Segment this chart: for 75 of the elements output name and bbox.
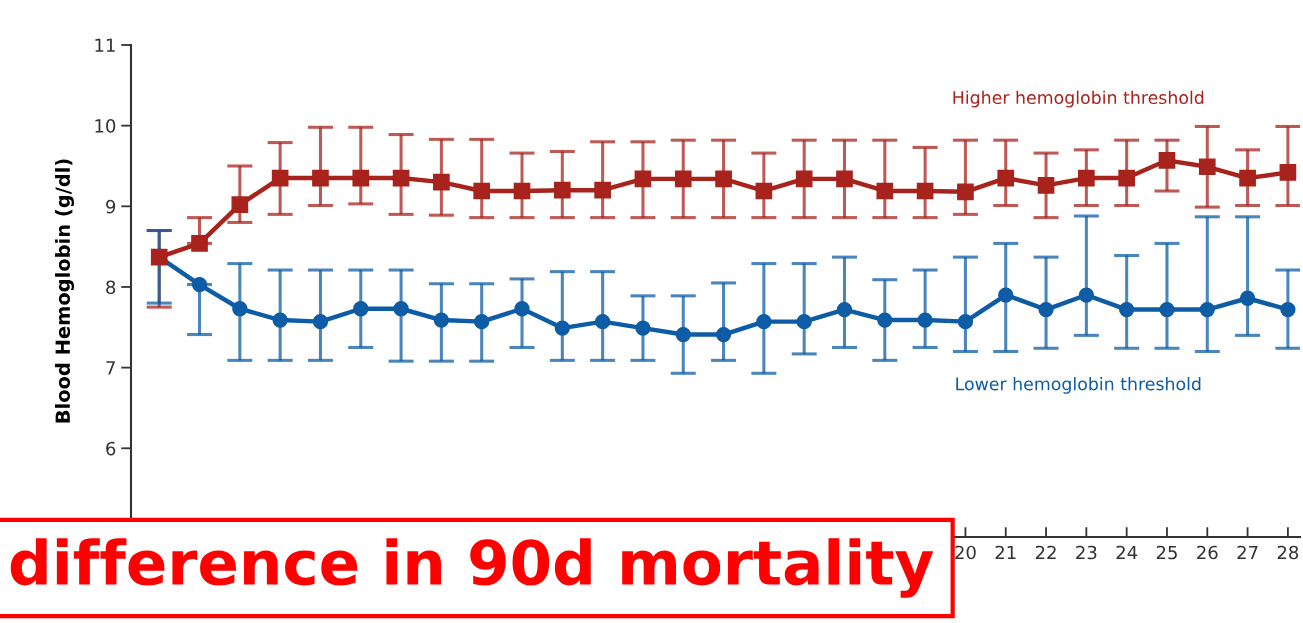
y-tick-label: 6 bbox=[106, 441, 116, 456]
point bbox=[715, 170, 732, 188]
text: Lower hemoglobin threshold bbox=[956, 376, 1201, 394]
point bbox=[393, 301, 409, 317]
point bbox=[594, 314, 611, 330]
point bbox=[1037, 177, 1055, 194]
point bbox=[554, 320, 570, 336]
point bbox=[634, 170, 652, 188]
point bbox=[1198, 158, 1216, 176]
point bbox=[674, 170, 692, 188]
y-tick-label: 7 bbox=[106, 361, 115, 375]
point bbox=[1118, 169, 1135, 187]
point bbox=[392, 169, 410, 187]
point bbox=[191, 235, 208, 252]
point bbox=[1078, 287, 1094, 303]
point bbox=[191, 276, 208, 293]
point bbox=[635, 320, 651, 336]
point bbox=[312, 169, 329, 187]
point bbox=[433, 312, 450, 328]
x-tick-label: 21 bbox=[995, 545, 1016, 560]
point bbox=[473, 182, 491, 200]
point bbox=[796, 314, 812, 330]
x-tick-label: 27 bbox=[1237, 545, 1258, 560]
point bbox=[876, 182, 894, 200]
x-tick-label: 28 bbox=[1277, 545, 1299, 560]
point bbox=[675, 326, 691, 343]
point bbox=[1158, 152, 1176, 169]
point bbox=[1038, 301, 1054, 318]
y-tick-label: 8 bbox=[106, 280, 116, 295]
x-tick-label: 24 bbox=[1116, 545, 1138, 560]
y-tick-label: 11 bbox=[95, 38, 115, 52]
point bbox=[272, 312, 288, 328]
point bbox=[998, 287, 1014, 303]
point bbox=[836, 170, 853, 188]
point bbox=[1159, 301, 1175, 318]
x-tick-label: 25 bbox=[1156, 545, 1177, 560]
point bbox=[756, 314, 772, 330]
point bbox=[474, 314, 490, 330]
point bbox=[997, 169, 1015, 187]
point bbox=[877, 312, 893, 328]
point bbox=[1239, 290, 1256, 306]
point bbox=[795, 170, 813, 188]
point bbox=[1078, 169, 1095, 187]
point bbox=[1199, 301, 1215, 318]
y-axis-title: Blood Hemoglobin (g/dl) bbox=[55, 159, 74, 423]
point bbox=[957, 314, 974, 330]
text: difference in 90d mortality bbox=[10, 538, 934, 598]
point bbox=[513, 182, 531, 200]
point bbox=[1279, 164, 1297, 181]
point bbox=[755, 182, 773, 200]
point bbox=[271, 169, 289, 187]
point bbox=[1280, 301, 1296, 318]
y-tick-label: 9 bbox=[106, 199, 116, 214]
point bbox=[514, 301, 530, 317]
x-tick-label: 20 bbox=[955, 545, 976, 560]
point bbox=[352, 169, 370, 187]
point bbox=[312, 314, 329, 330]
point bbox=[232, 301, 248, 317]
point bbox=[1239, 169, 1256, 187]
x-tick-label: 22 bbox=[1035, 545, 1056, 560]
point bbox=[231, 196, 249, 214]
x-tick-label: 26 bbox=[1197, 545, 1218, 560]
point bbox=[715, 326, 732, 343]
point bbox=[916, 182, 934, 200]
point bbox=[553, 181, 571, 199]
x-tick-label: 23 bbox=[1076, 545, 1097, 560]
point bbox=[1119, 301, 1135, 318]
point bbox=[594, 181, 611, 199]
point bbox=[353, 301, 369, 317]
point bbox=[836, 301, 853, 318]
point bbox=[957, 183, 974, 201]
y-tick-label: 10 bbox=[95, 119, 116, 133]
text: Higher hemoglobin threshold bbox=[953, 90, 1204, 108]
point bbox=[917, 312, 933, 328]
point bbox=[433, 173, 450, 191]
